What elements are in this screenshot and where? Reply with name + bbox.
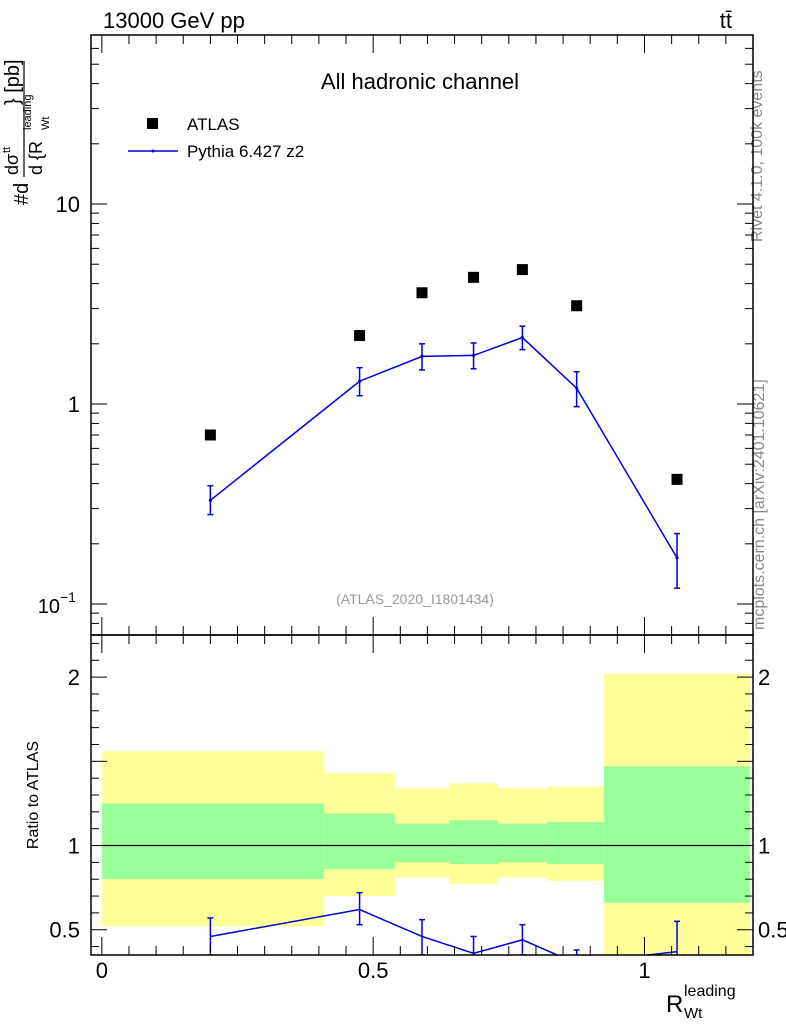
ratio-panel-frame xyxy=(90,634,754,956)
ratio-y-tick-labels: 0.5 0.5 1 1 2 2 xyxy=(49,665,786,943)
legend-pythia-label: Pythia 6.427 z2 xyxy=(187,142,304,161)
ylabel-numerator: dσ xyxy=(2,154,22,175)
analysis-label: (ATLAS_2020_I1801434) xyxy=(336,591,494,607)
ratio-band-green xyxy=(603,766,751,903)
legend-pythia-marker xyxy=(151,149,155,153)
xlabel-sup: leading xyxy=(684,983,736,1000)
xlabel-sub: Wt xyxy=(684,1005,703,1022)
top-mc-series xyxy=(207,325,681,589)
pythia-point xyxy=(674,532,681,589)
atlas-point xyxy=(204,429,216,441)
top-y-tick-label: 1 xyxy=(68,392,80,417)
ratio-pythia-point xyxy=(519,923,526,955)
atlas-point xyxy=(571,300,583,312)
top-y-tick-label: 10 xyxy=(38,596,60,618)
ratio-pythia-point xyxy=(573,949,580,955)
ratio-y-tick-label-right: 2 xyxy=(758,665,770,690)
x-tick-label: 0 xyxy=(96,958,108,983)
plot-title: All hadronic channel xyxy=(321,69,519,94)
ratio-panel: 0.5 0.51 12 2 0 0.5 1 Ratio to ATLAS R leadin… xyxy=(25,634,786,1022)
ratio-band-green xyxy=(324,813,395,870)
ratio-y-tick-label-right: 0.5 xyxy=(758,918,786,943)
ylabel-denominator: d {R xyxy=(26,141,46,175)
x-tick-labels: 0 0.5 1 xyxy=(96,958,651,983)
pythia-point xyxy=(207,485,214,516)
atlas-point xyxy=(516,264,528,276)
pythia-point xyxy=(356,366,363,397)
ylabel-suffix: } [pb] xyxy=(2,59,24,105)
ratio-band-green xyxy=(101,803,325,880)
ratio-pythia-point xyxy=(470,935,477,955)
ylabel-den-sup: leading xyxy=(22,95,34,130)
rivet-version-label: Rivet 4.1.0, 100k events xyxy=(749,70,766,242)
ylabel-den-sub: Wt xyxy=(40,117,52,130)
ratio-pythia-point xyxy=(419,918,425,955)
pythia-line xyxy=(209,336,678,559)
ratio-y-axis-label: Ratio to ATLAS xyxy=(25,741,42,849)
ratio-band-green xyxy=(449,820,498,865)
ratio-band-green xyxy=(497,823,547,863)
ratio-band-green xyxy=(546,821,604,865)
atlas-point xyxy=(416,287,428,299)
ratio-y-tick-label-left: 2 xyxy=(68,665,80,690)
top-atlas-series xyxy=(204,264,683,485)
x-axis-label: R leading Wt xyxy=(666,983,736,1022)
atlas-point xyxy=(354,330,366,342)
ratio-y-tick-label-left: 0.5 xyxy=(49,918,80,943)
ratio-band-green xyxy=(394,823,450,863)
ratio-y-tick-label-left: 1 xyxy=(68,834,80,859)
ratio-uncertainty-bands xyxy=(101,673,751,955)
top-panel-ticks xyxy=(91,34,754,636)
ylabel-numerator-sup: tt xyxy=(1,147,13,153)
top-y-tick-label-exp: −1 xyxy=(60,589,76,605)
legend-atlas-label: ATLAS xyxy=(187,115,240,134)
top-y-tick-label: 10 xyxy=(56,192,80,217)
ratio-pythia-point xyxy=(356,891,363,926)
atlas-point xyxy=(468,271,480,283)
source-label: mcplots.cern.ch [arXiv:2401.10621] xyxy=(751,379,768,630)
ratio-pythia-point xyxy=(674,920,681,955)
top-y-axis-label: #d dσ tt d {R leading Wt } [pb] xyxy=(1,59,52,205)
legend: ATLAS Pythia 6.427 z2 xyxy=(128,115,304,161)
process-label: tt̄ xyxy=(720,8,732,33)
xlabel-base: R xyxy=(666,991,683,1018)
atlas-point xyxy=(671,473,683,485)
pythia-point xyxy=(573,370,580,408)
x-tick-label: 0.5 xyxy=(358,958,389,983)
pythia-point xyxy=(519,325,526,351)
ratio-y-tick-label-right: 1 xyxy=(758,834,770,859)
pythia-point xyxy=(419,343,425,371)
legend-atlas-marker xyxy=(147,118,158,129)
energy-label: 13000 GeV pp xyxy=(103,8,245,33)
x-tick-label: 1 xyxy=(638,958,650,983)
ylabel-prefix: #d xyxy=(11,183,33,205)
pythia-point xyxy=(470,342,477,370)
